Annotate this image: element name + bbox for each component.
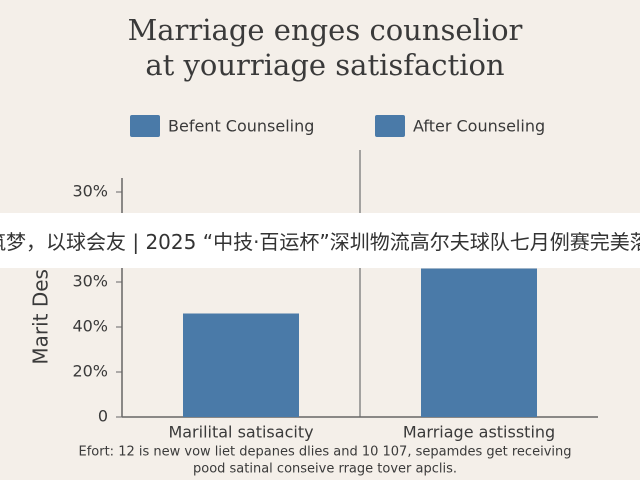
chart-title: Marriage enges counselior [128, 13, 523, 47]
legend-label: After Counseling [413, 117, 545, 136]
banner-text: 筑梦，以球会友 | 2025 “中技·百运杯”深圳物流高尔夫球队七月例赛完美落 [0, 230, 640, 254]
y-tick-label: 20% [72, 362, 108, 381]
y-tick-label: 30% [72, 272, 108, 291]
y-tick-label: 30% [72, 182, 108, 201]
legend-swatch [130, 115, 160, 137]
chart-title: at yourriage satisfaction [145, 48, 504, 82]
x-tick-label: Marilital satisacity [168, 423, 313, 442]
footnote: pood satinal conseive rrage tover apclis… [193, 462, 457, 477]
x-tick-label: Marriage astissting [403, 423, 555, 442]
footnote: Efort: 12 is new vow liet depanes dlies … [79, 445, 572, 460]
legend-label: Befent Counseling [168, 117, 314, 136]
legend-swatch [375, 115, 405, 137]
overlay-banner: 筑梦，以球会友 | 2025 “中技·百运杯”深圳物流高尔夫球队七月例赛完美落 [0, 213, 640, 268]
y-tick-label: 40% [72, 317, 108, 336]
y-tick-label: 0 [98, 407, 108, 426]
bar [183, 313, 299, 417]
bar [421, 268, 537, 417]
